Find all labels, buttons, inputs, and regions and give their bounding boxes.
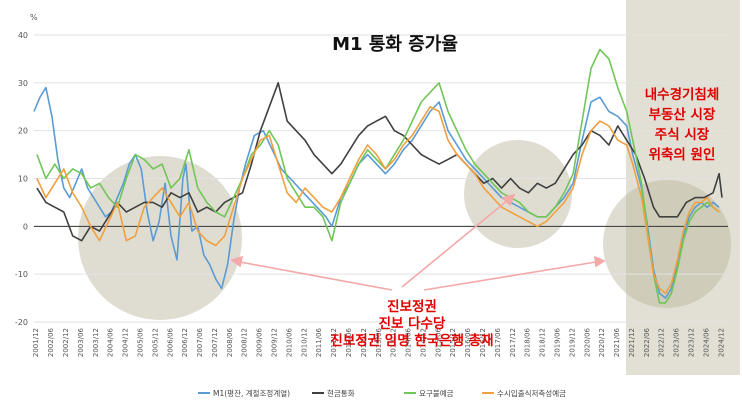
x-tick-label: 2003/12 [92, 328, 100, 357]
x-tick-label: 2003/06 [77, 327, 85, 357]
y-tick-label: 20 [18, 127, 28, 136]
x-tick-label: 2009/06 [256, 327, 264, 357]
x-tick-label: 2021/06 [613, 327, 621, 357]
arrow-to-2005 [239, 261, 393, 291]
annotation-right-line: 위축의 원인 [649, 146, 716, 163]
x-tick-label: 2021/12 [628, 328, 636, 357]
arrowhead-2005 [230, 255, 244, 268]
x-tick-label: 2005/06 [136, 327, 144, 357]
annotation-right-line: 내수경기침체 [645, 86, 720, 103]
x-tick-label: 2020/06 [583, 327, 591, 357]
x-tick-label: 2015/12 [449, 328, 457, 357]
highlight-circle-2018 [464, 140, 572, 248]
x-tick-label: 2007/12 [211, 328, 219, 357]
x-tick-label: 2017/06 [494, 327, 502, 357]
y-axis-ticks: -20 -10 0 10 20 30 40 [15, 31, 28, 327]
legend-label: 현금통화 [327, 389, 355, 398]
x-tick-label: 2010/12 [300, 328, 308, 357]
arrow-to-2018 [401, 199, 509, 288]
x-tick-label: 2024/12 [717, 328, 725, 357]
x-tick-label: 2020/12 [598, 328, 606, 357]
x-tick-label: 2024/06 [702, 327, 710, 357]
legend-label: 요구불예금 [419, 388, 454, 398]
y-tick-label: 10 [18, 175, 28, 184]
arrow-to-2023 [423, 261, 597, 291]
highlight-circle-2005 [78, 156, 242, 320]
x-tick-label: 2016/06 [464, 327, 472, 357]
x-tick-label: 2009/12 [271, 328, 279, 357]
legend: M1(평잔, 계절조정계열) 현금통화 요구불예금 수시입출식저축성예금 [198, 388, 566, 398]
annotation-right-line: 주식 시장 [655, 126, 710, 143]
x-tick-label: 2002/06 [47, 327, 55, 357]
x-tick-label: 2023/06 [673, 327, 681, 357]
series-line [36, 82, 723, 242]
arrowhead-2018 [501, 193, 516, 207]
annotation-arrows [230, 193, 606, 291]
x-tick-label: 2014/06 [405, 327, 413, 357]
arrowhead-2023 [594, 255, 606, 268]
x-tick-label: 2012/06 [345, 327, 353, 357]
x-axis-ticks: 2001/12 2002/06 2002/12 2003/06 2003/12 2004/… [32, 327, 725, 357]
x-tick-label: 2011/06 [315, 327, 323, 357]
series-line [36, 106, 720, 295]
x-tick-label: 2011/12 [330, 328, 338, 357]
y-unit-label: % [30, 13, 38, 22]
series-line [36, 48, 720, 304]
legend-label: 수시입출식저축성예금 [497, 388, 566, 398]
x-tick-label: 2019/12 [568, 328, 576, 357]
x-tick-label: 2018/06 [524, 327, 532, 357]
x-tick-label: 2002/12 [62, 328, 70, 357]
x-tick-label: 2022/06 [643, 327, 651, 357]
x-tick-label: 2023/12 [688, 328, 696, 357]
x-tick-label: 2012/12 [360, 328, 368, 357]
y-tick-label: 30 [18, 79, 28, 88]
y-tick-label: -10 [15, 270, 28, 279]
annotation-right-line: 부동산 시장 [649, 106, 716, 123]
highlight-circle-2023 [603, 180, 731, 308]
annotation-center-line: 진보정권 임명 한국은행 총재 [330, 332, 493, 349]
y-tick-label: -20 [15, 318, 28, 327]
x-tick-label: 2015/06 [434, 327, 442, 357]
x-tick-label: 2006/12 [181, 328, 189, 357]
x-tick-label: 2018/12 [539, 328, 547, 357]
x-tick-label: 2013/12 [390, 328, 398, 357]
x-tick-label: 2004/06 [107, 327, 115, 357]
annotation-center-line: 진보 다수당 [379, 315, 446, 332]
x-tick-label: 2013/06 [375, 327, 383, 357]
series-lines [33, 48, 723, 304]
x-tick-label: 2005/12 [151, 328, 159, 357]
y-tick-label: 0 [23, 222, 28, 231]
x-tick-label: 2019/06 [553, 327, 561, 357]
x-tick-label: 2022/12 [658, 328, 666, 357]
x-tick-label: 2006/06 [166, 327, 174, 357]
annotation-center-line: 진보정권 [387, 298, 437, 315]
x-tick-label: 2016/12 [479, 328, 487, 357]
chart-title: M1 통화 증가율 [332, 34, 458, 55]
x-tick-label: 2008/06 [226, 327, 234, 357]
x-tick-label: 2010/06 [285, 327, 293, 357]
x-tick-label: 2004/12 [122, 328, 130, 357]
x-tick-label: 2017/12 [509, 328, 517, 357]
legend-label: M1(평잔, 계절조정계열) [213, 388, 290, 398]
x-tick-label: 2007/06 [196, 327, 204, 357]
x-tick-label: 2014/12 [419, 328, 427, 357]
x-tick-label: 2008/12 [241, 328, 249, 357]
y-tick-label: 40 [18, 31, 28, 40]
x-tick-label: 2001/12 [32, 328, 40, 357]
